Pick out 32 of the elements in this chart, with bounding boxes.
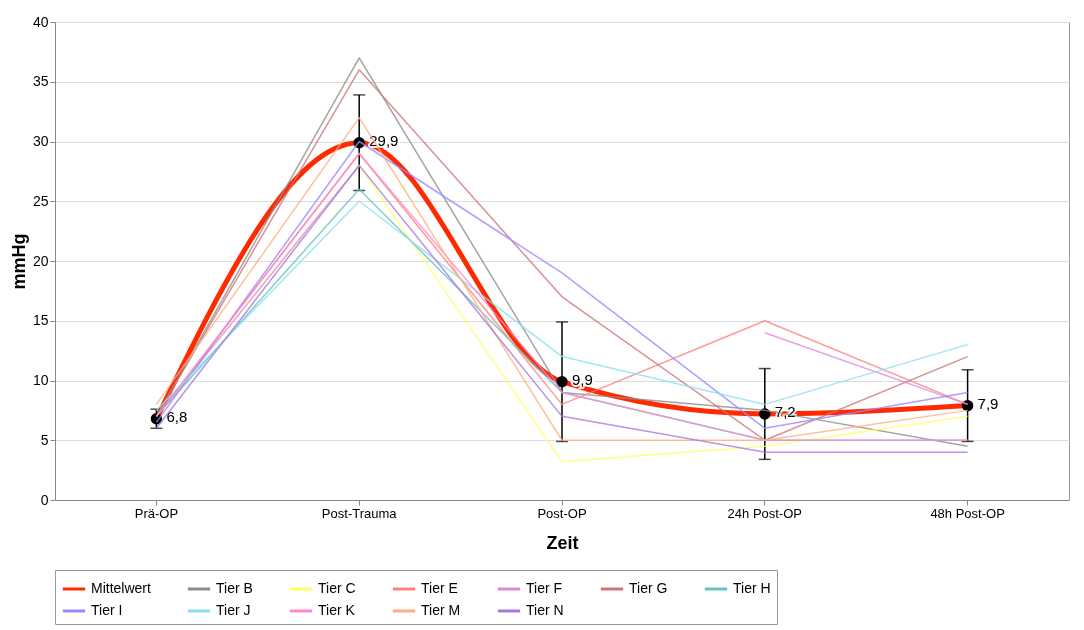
y-tick-label: 15 [32, 312, 49, 329]
data-label: 7,9 [977, 394, 999, 412]
x-tick-label: 48h Post-OP [930, 505, 1005, 521]
legend-label: Tier C [318, 580, 356, 596]
x-tick-label: Post-Trauma [321, 505, 398, 521]
legend-label: Mittelwert [91, 580, 152, 596]
x-tick-label: 24h Post-OP [727, 505, 803, 521]
x-tick-label: Prä-OP [134, 505, 179, 521]
legend-label: Tier F [526, 580, 563, 596]
legend-label: Tier H [733, 580, 771, 596]
legend-label: Tier I [91, 602, 123, 618]
x-tick-label: Post-OP [537, 505, 587, 521]
y-tick-label: 25 [32, 192, 49, 209]
data-label: 29,9 [369, 131, 399, 149]
legend-label: Tier J [216, 602, 251, 618]
x-axis-title: Zeit [546, 532, 579, 553]
legend-label: Tier G [629, 580, 668, 596]
legend-label: Tier M [421, 602, 461, 618]
y-tick-label: 35 [32, 73, 49, 90]
legend-label: Tier B [216, 580, 253, 596]
legend-label: Tier N [526, 602, 564, 618]
y-tick-label: 10 [32, 372, 49, 388]
y-tick-label: 0 [40, 491, 49, 508]
y-tick-label: 40 [32, 13, 49, 30]
data-label: 6,8 [166, 407, 188, 425]
y-axis-title: mmHg [8, 233, 29, 290]
data-label: 9,9 [572, 370, 593, 388]
y-tick-label: 20 [32, 252, 49, 269]
y-tick-label: 5 [40, 431, 49, 448]
legend-label: Tier K [318, 602, 356, 618]
legend-label: Tier E [421, 580, 458, 596]
y-tick-label: 30 [32, 133, 49, 149]
